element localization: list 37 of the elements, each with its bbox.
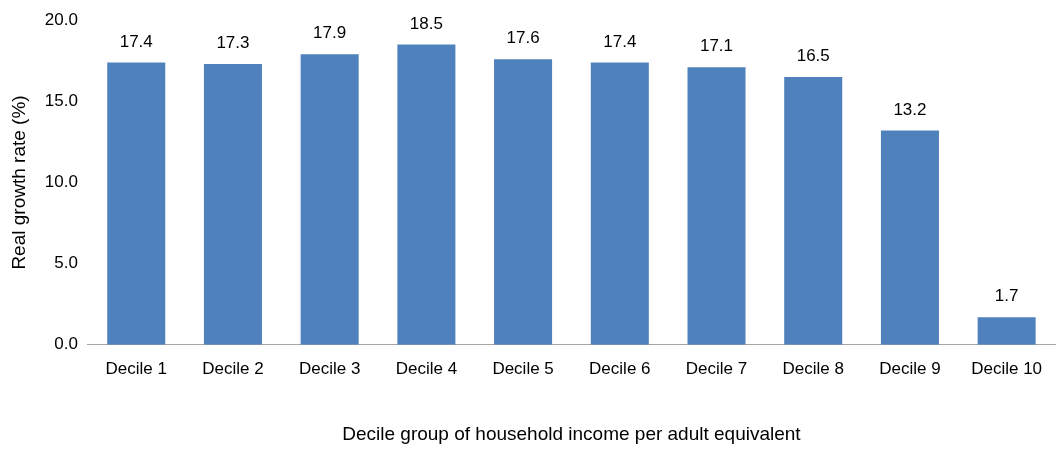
data-label: 16.5 <box>796 46 830 66</box>
data-label: 18.5 <box>409 13 443 33</box>
bar <box>494 59 553 345</box>
y-tick-label: 20.0 <box>44 9 78 29</box>
data-label: 17.6 <box>506 28 540 48</box>
y-tick-label: 5.0 <box>54 253 78 273</box>
y-tick-label: 15.0 <box>44 91 78 111</box>
data-label: 17.3 <box>216 33 250 53</box>
bar <box>107 62 166 345</box>
x-tick-label: Decile 5 <box>492 358 554 378</box>
x-tick-label: Decile 9 <box>879 358 941 378</box>
bar <box>203 64 262 345</box>
y-tick-label: 10.0 <box>44 172 78 192</box>
y-tick-label: 0.0 <box>54 334 78 354</box>
y-axis-title: Real growth rate (%) <box>7 95 29 270</box>
bar <box>300 54 359 345</box>
x-tick-label: Decile 2 <box>202 358 264 378</box>
bar <box>397 44 456 345</box>
x-axis-title: Decile group of household income per adult equivalent <box>342 422 802 444</box>
bar <box>590 62 649 345</box>
x-tick-label: Decile 1 <box>105 358 167 378</box>
bar <box>784 77 843 345</box>
x-tick-label: Decile 4 <box>395 358 458 378</box>
data-label: 17.1 <box>699 36 734 56</box>
x-tick-label: Decile 6 <box>589 358 651 378</box>
x-tick-label: Decile 3 <box>298 358 361 378</box>
bar <box>687 67 746 345</box>
bar <box>977 317 1036 345</box>
data-label: 17.4 <box>119 31 153 51</box>
data-label: 17.9 <box>313 23 347 43</box>
x-tick-label: Decile 8 <box>782 358 844 378</box>
data-label: 13.2 <box>893 99 927 119</box>
bar <box>880 130 939 345</box>
data-label: 17.4 <box>603 31 637 51</box>
x-tick-label: Decile 10 <box>971 358 1043 378</box>
data-label: 1.7 <box>994 286 1019 306</box>
x-tick-label: Decile 7 <box>685 358 748 378</box>
